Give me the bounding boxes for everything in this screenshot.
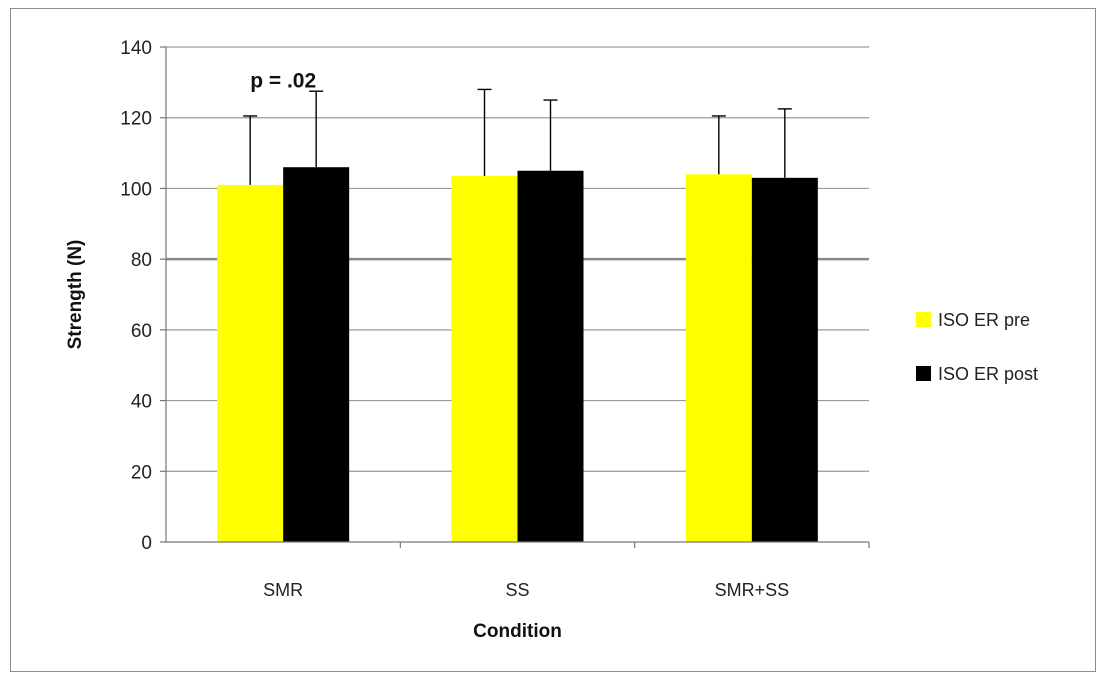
chart-frame: 0 20 40 60 80 100 120 140 SMR SS SMR+SS Condition St… — [10, 8, 1096, 672]
bar-chart: 0 20 40 60 80 100 120 140 SMR SS SMR+SS Condition St… — [65, 38, 1038, 642]
y-tick-label: 20 — [131, 462, 152, 483]
legend-swatch — [916, 366, 931, 381]
y-tick-label: 60 — [131, 321, 152, 342]
bar-iso-er-pre-smr — [217, 184, 284, 542]
y-axis-title: Strength (N) — [65, 240, 86, 350]
bars — [217, 167, 818, 543]
labels: 0 20 40 60 80 100 120 140 SMR SS SMR+SS Condition St… — [65, 38, 789, 642]
y-tick-label: 140 — [120, 38, 152, 59]
x-axis-title: Condition — [473, 621, 562, 642]
y-tick-label: 100 — [120, 179, 152, 200]
legend: ISO ER pre ISO ER post — [916, 310, 1038, 384]
error-bars — [243, 88, 792, 185]
axes — [160, 46, 870, 548]
x-category-label: SS — [505, 580, 529, 600]
bar-iso-er-pre-ss — [451, 176, 518, 542]
significance-annotation: p = .02 — [250, 70, 316, 93]
bar-iso-er-pre-smr+ss — [685, 174, 752, 543]
y-tick-label: 120 — [120, 109, 152, 130]
bar-iso-er-post-ss — [517, 170, 584, 542]
bar-iso-er-post-smr — [283, 167, 350, 542]
y-tick-label: 80 — [131, 250, 152, 271]
legend-label: ISO ER pre — [938, 310, 1030, 330]
x-category-label: SMR — [263, 580, 303, 600]
y-tick-label: 40 — [131, 392, 152, 413]
x-category-label: SMR+SS — [715, 580, 790, 600]
y-tick-label: 0 — [141, 533, 152, 554]
legend-label: ISO ER post — [938, 364, 1038, 384]
bar-iso-er-post-smr+ss — [751, 177, 818, 543]
legend-swatch — [916, 312, 931, 327]
